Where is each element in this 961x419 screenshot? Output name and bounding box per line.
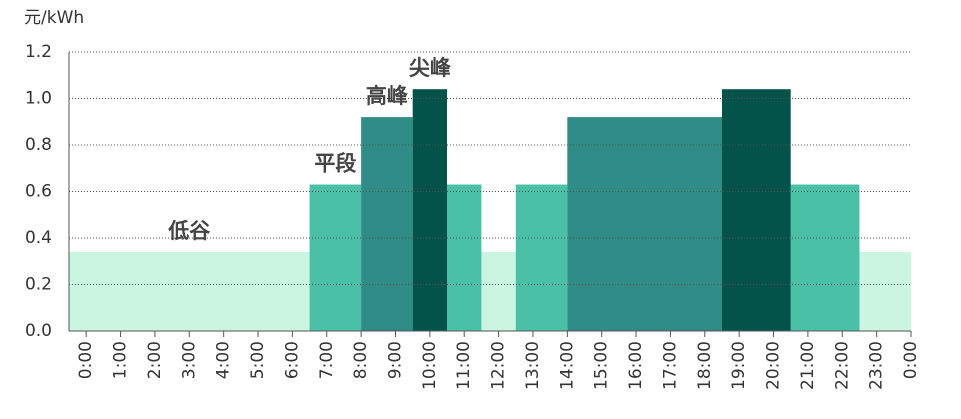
y-tick-label: 0.8 bbox=[25, 135, 52, 155]
x-tick-label: 14:00 bbox=[557, 341, 577, 390]
y-tick-label: 0.0 bbox=[25, 321, 52, 341]
x-tick-label: 17:00 bbox=[660, 341, 680, 390]
bar bbox=[412, 89, 448, 331]
x-tick-label: 16:00 bbox=[626, 341, 646, 390]
x-tick-label: 15:00 bbox=[592, 341, 612, 390]
x-tick-label: 11:00 bbox=[454, 341, 474, 390]
x-tick-label: 21:00 bbox=[798, 341, 818, 390]
bar bbox=[481, 251, 516, 331]
bar bbox=[859, 251, 911, 331]
x-tick-label: 1:00 bbox=[111, 341, 131, 379]
y-axis-label: 元/kWh bbox=[24, 8, 84, 28]
x-tick-label: 3:00 bbox=[179, 341, 199, 379]
series-label: 平段 bbox=[314, 152, 356, 176]
x-tick-label: 18:00 bbox=[695, 341, 715, 390]
y-tick-label: 1.2 bbox=[25, 42, 52, 62]
x-tick-label: 10:00 bbox=[420, 341, 440, 390]
series-label: 低谷 bbox=[167, 219, 211, 243]
x-tick-label: 2:00 bbox=[145, 341, 165, 379]
x-tick-label: 20:00 bbox=[764, 341, 784, 390]
y-tick-label: 0.2 bbox=[25, 275, 52, 295]
x-tick-label: 8:00 bbox=[351, 341, 371, 379]
bar bbox=[309, 184, 362, 331]
bar bbox=[69, 251, 310, 331]
bar bbox=[515, 184, 568, 331]
bar bbox=[447, 184, 482, 331]
y-tick-label: 1.0 bbox=[25, 89, 52, 109]
bar bbox=[721, 89, 791, 331]
x-tick-label: 4:00 bbox=[214, 341, 234, 379]
bar bbox=[790, 184, 860, 331]
series-label: 高峰 bbox=[366, 84, 408, 108]
x-tick-label: 19:00 bbox=[729, 341, 749, 390]
x-tick-label: 7:00 bbox=[317, 341, 337, 379]
bars bbox=[69, 89, 911, 331]
x-tick-label: 9:00 bbox=[385, 341, 405, 379]
x-tick-label: 0:00 bbox=[901, 341, 921, 379]
y-tick-label: 0.4 bbox=[25, 228, 52, 248]
x-tick-label: 13:00 bbox=[523, 341, 543, 390]
x-tick-label: 5:00 bbox=[248, 341, 268, 379]
series-label: 尖峰 bbox=[409, 56, 451, 80]
y-tick-label: 0.6 bbox=[25, 182, 52, 202]
x-tick-label: 22:00 bbox=[832, 341, 852, 390]
bar bbox=[361, 117, 413, 331]
x-tick-label: 0:00 bbox=[76, 341, 96, 379]
bar bbox=[567, 117, 722, 331]
x-tick-label: 12:00 bbox=[489, 341, 509, 390]
x-tick-label: 23:00 bbox=[867, 341, 887, 390]
x-tick-label: 6:00 bbox=[282, 341, 302, 379]
